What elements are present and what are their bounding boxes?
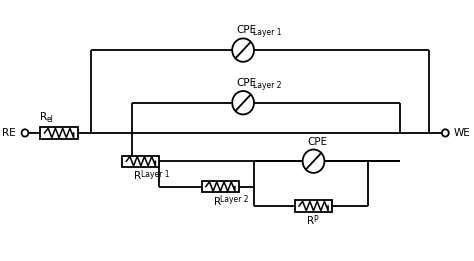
Text: R: R [135,171,142,181]
Circle shape [232,38,254,62]
Text: CPE: CPE [237,26,257,35]
Text: WE: WE [454,128,470,138]
Text: P: P [313,215,318,224]
Text: R: R [307,216,314,226]
Text: R: R [214,197,221,207]
Text: Layer 1: Layer 1 [253,28,282,37]
Text: el: el [47,115,54,124]
Circle shape [442,129,449,137]
Text: RE: RE [2,128,16,138]
Circle shape [302,150,324,173]
Circle shape [21,129,28,137]
Text: Layer 1: Layer 1 [141,170,169,179]
Bar [202,181,239,192]
Text: Layer 2: Layer 2 [220,195,249,204]
Text: R: R [40,112,47,122]
Circle shape [232,91,254,114]
Text: CPE: CPE [237,78,257,88]
Text: CPE: CPE [307,137,328,147]
Bar [40,127,78,139]
Text: Layer 2: Layer 2 [253,81,282,90]
Bar [295,200,332,212]
Bar [122,156,159,167]
